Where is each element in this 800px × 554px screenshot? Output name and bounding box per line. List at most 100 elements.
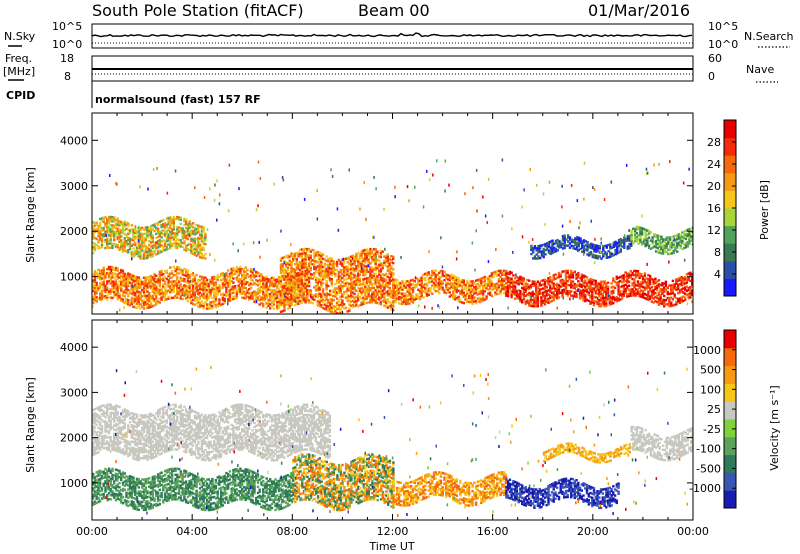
scatter-cell bbox=[593, 246, 596, 249]
scatter-cell bbox=[535, 257, 538, 260]
scatter-cell bbox=[239, 280, 242, 283]
scatter-cell bbox=[314, 252, 318, 255]
scatter-cell bbox=[116, 244, 119, 247]
scatter-cell bbox=[580, 279, 583, 282]
scatter-cell bbox=[176, 228, 179, 231]
scatter-cell bbox=[190, 225, 193, 228]
scatter-cell bbox=[93, 299, 97, 302]
scatter-cell bbox=[341, 258, 344, 261]
scatter-cell bbox=[205, 295, 209, 298]
scatter-cell bbox=[111, 280, 114, 283]
scatter-cell bbox=[167, 235, 170, 238]
scatter-cell bbox=[551, 243, 554, 246]
scatter-cell bbox=[647, 296, 650, 299]
scatter-cell bbox=[307, 284, 311, 288]
scatter-cell bbox=[207, 303, 211, 306]
scatter-cell bbox=[123, 278, 126, 282]
scatter-cell bbox=[216, 303, 219, 306]
scatter-cell bbox=[109, 240, 112, 243]
scatter-cell bbox=[686, 243, 689, 246]
scatter-cell bbox=[92, 241, 95, 245]
scatter-cell bbox=[616, 241, 619, 245]
scatter-cell bbox=[135, 306, 139, 310]
scatter-cell bbox=[490, 282, 494, 285]
scatter-cell bbox=[318, 274, 321, 277]
scatter-cell bbox=[297, 282, 300, 285]
scatter-cell bbox=[683, 230, 686, 233]
scatter-cell bbox=[97, 226, 100, 230]
scatter-cell bbox=[163, 222, 167, 225]
scatter-cell bbox=[325, 294, 328, 297]
scatter-cell bbox=[116, 277, 119, 280]
scatter-cell bbox=[195, 282, 198, 285]
scatter-cell bbox=[304, 269, 307, 273]
scatter-cell bbox=[104, 216, 107, 219]
scatter-cell bbox=[118, 286, 121, 289]
scatter-cell bbox=[420, 295, 423, 298]
scatter-cell bbox=[381, 264, 384, 268]
scatter-cell bbox=[320, 305, 323, 309]
scatter-cell bbox=[640, 293, 643, 296]
scatter-cell bbox=[320, 279, 323, 282]
scatter-cell bbox=[181, 297, 184, 301]
scatter-cell bbox=[337, 281, 341, 284]
scatter-cell bbox=[580, 283, 583, 287]
scatter-cell bbox=[392, 261, 395, 265]
scatter-cell bbox=[432, 273, 436, 277]
scatter-cell bbox=[392, 278, 395, 281]
scatter-cell bbox=[220, 279, 223, 282]
scatter-cell bbox=[574, 241, 577, 244]
scatter-cell bbox=[610, 252, 614, 256]
scatter-cell bbox=[109, 228, 112, 231]
scatter-cell bbox=[676, 246, 679, 249]
scatter-cell bbox=[111, 220, 114, 223]
scatter-cell bbox=[179, 245, 182, 248]
scatter-cell bbox=[519, 292, 522, 295]
scatter-cell bbox=[580, 289, 583, 293]
scatter-cell bbox=[116, 229, 119, 232]
scatter-cell bbox=[316, 250, 319, 254]
scatter-cell bbox=[577, 280, 580, 283]
scatter-cell bbox=[334, 262, 337, 265]
scatter-cell bbox=[644, 240, 647, 244]
scatter-cell bbox=[559, 285, 562, 288]
scatter-cell bbox=[146, 234, 149, 237]
scatter-cell bbox=[177, 266, 181, 269]
scatter-cell bbox=[172, 286, 175, 289]
scatter-cell bbox=[227, 281, 230, 284]
scatter-cell bbox=[92, 301, 95, 305]
scatter-cell bbox=[365, 258, 369, 262]
scatter-cell bbox=[392, 289, 395, 293]
scatter-cell bbox=[537, 247, 540, 250]
scatter-cell bbox=[487, 292, 490, 295]
scatter-cell bbox=[130, 296, 133, 299]
scatter-cell bbox=[533, 299, 536, 302]
scatter-cell bbox=[335, 279, 339, 282]
scatter-cell bbox=[165, 290, 168, 293]
scatter-cell bbox=[663, 250, 667, 254]
scatter-cell bbox=[351, 287, 355, 290]
scatter-cell bbox=[533, 255, 537, 258]
scatter-cell bbox=[512, 286, 515, 289]
scatter-cell bbox=[158, 276, 161, 280]
scatter-cell bbox=[328, 293, 332, 297]
scatter-cell bbox=[619, 290, 622, 293]
scatter-cell bbox=[341, 305, 344, 308]
scatter-cell bbox=[258, 286, 261, 290]
scatter-cell bbox=[427, 271, 430, 274]
scatter-cell bbox=[290, 283, 293, 286]
scatter-cell bbox=[633, 229, 637, 233]
scatter-cell bbox=[627, 280, 631, 283]
scatter-cell bbox=[640, 275, 643, 278]
scatter-cell bbox=[299, 299, 302, 303]
scatter-cell bbox=[418, 291, 422, 295]
scatter-cell bbox=[661, 300, 664, 303]
scatter-cell bbox=[411, 286, 415, 290]
scatter-cell bbox=[542, 251, 545, 255]
scatter-cell bbox=[123, 272, 126, 276]
scatter-cell bbox=[293, 297, 296, 300]
scatter-cell bbox=[295, 262, 298, 265]
scatter-cell bbox=[476, 293, 479, 296]
scatter-cell bbox=[515, 296, 519, 299]
scatter-cell bbox=[603, 302, 606, 306]
